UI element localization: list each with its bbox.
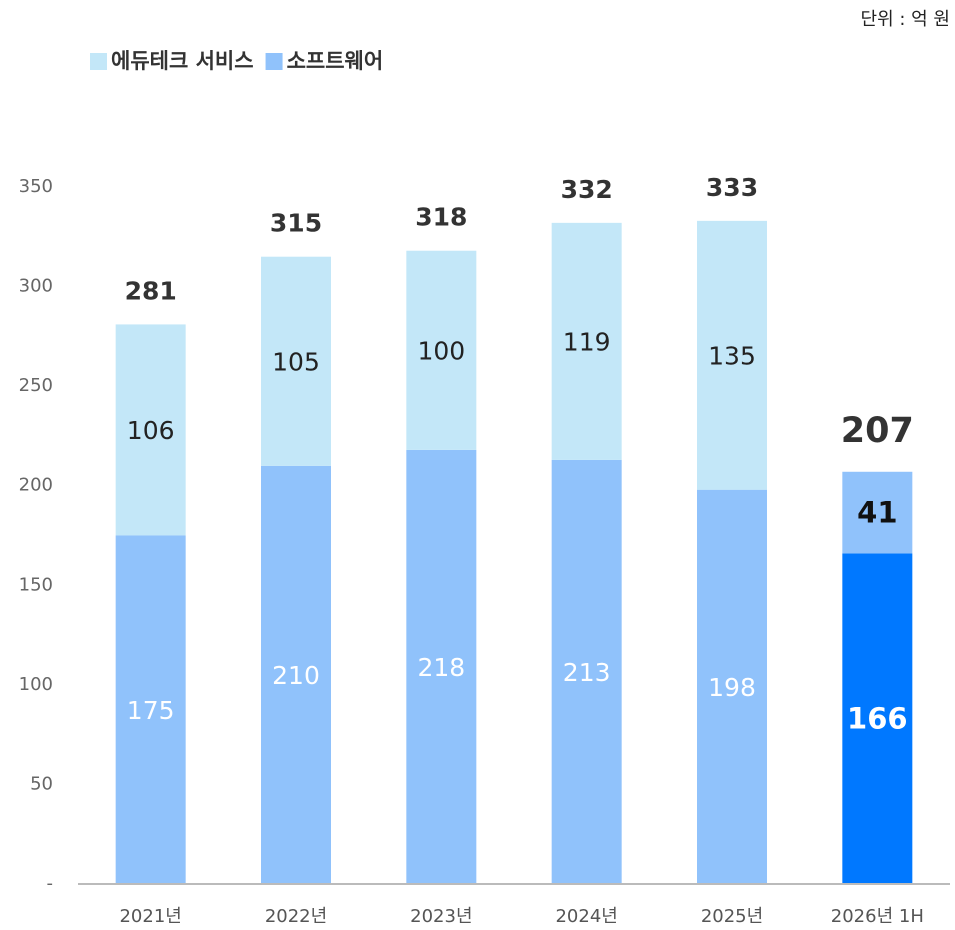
value-label: 213 (563, 658, 611, 687)
bar-segment (551, 459, 622, 884)
bar-segment (406, 250, 477, 450)
x-tick-label: 2024년 (555, 906, 617, 927)
bar-segment (842, 553, 913, 884)
value-label: 166 (847, 702, 908, 736)
legend-label: 소프트웨어 (287, 49, 384, 73)
total-label: 207 (841, 411, 914, 451)
bar-segment (697, 220, 767, 490)
x-tick-label: 2022년 (265, 906, 327, 927)
bar-segment (115, 535, 186, 884)
x-tick-label: 2023년 (410, 906, 472, 927)
y-tick-label: - (47, 873, 54, 894)
y-tick-label: 300 (19, 276, 53, 297)
bar-segment (115, 324, 186, 536)
value-label: 210 (272, 661, 320, 690)
value-label: 119 (563, 327, 611, 356)
total-label: 315 (270, 209, 322, 238)
bar-segment (261, 256, 331, 466)
y-tick-label: 250 (19, 375, 53, 396)
y-tick-label: 350 (19, 176, 53, 197)
total-label: 318 (415, 203, 467, 232)
total-label: 281 (125, 276, 177, 305)
legend-label: 에듀테크 서비스 (111, 49, 254, 73)
legend-swatch (265, 53, 283, 70)
legend-swatch (90, 53, 107, 70)
y-tick-label: 100 (19, 674, 53, 695)
unit-note: 단위 : 억 원 (861, 9, 950, 30)
value-label: 105 (272, 347, 320, 376)
value-label: 135 (708, 341, 756, 370)
x-tick-label: 2021년 (119, 906, 181, 927)
total-label: 332 (561, 175, 613, 204)
value-label: 41 (857, 496, 897, 530)
y-tick-label: 50 (30, 773, 53, 794)
bar-segment (261, 465, 331, 884)
value-label: 100 (417, 336, 465, 365)
bar-segment (406, 449, 477, 884)
total-label: 333 (706, 173, 758, 202)
value-label: 106 (127, 416, 175, 445)
x-tick-label: 2025년 (701, 906, 763, 927)
value-label: 198 (708, 673, 756, 702)
bar-segment (551, 222, 622, 460)
y-tick-label: 150 (19, 574, 53, 595)
bar-segment (697, 489, 767, 884)
x-tick-label: 2026년 1H (831, 906, 924, 927)
value-label: 218 (417, 653, 465, 682)
y-tick-label: 200 (19, 475, 53, 496)
bar-segment (842, 471, 913, 554)
value-label: 175 (127, 696, 175, 725)
